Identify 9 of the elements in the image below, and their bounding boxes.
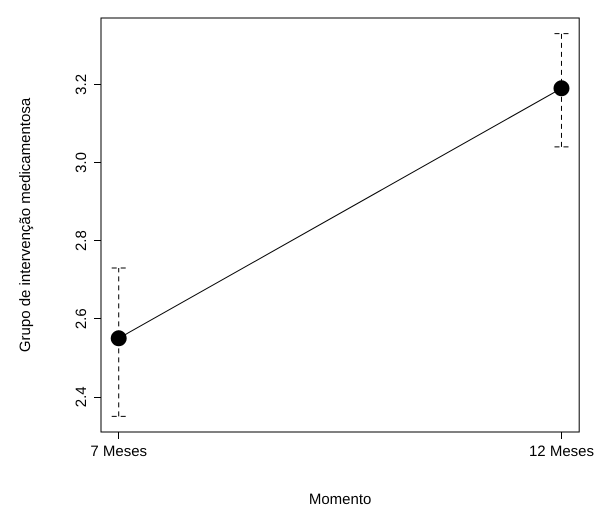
y-tick-label: 2.8 — [73, 230, 90, 252]
y-tick-label: 2.6 — [73, 308, 90, 330]
y-tick-label: 2.4 — [73, 386, 90, 408]
y-tick-label: 3.0 — [73, 152, 90, 173]
y-tick-label: 3.2 — [73, 74, 90, 95]
x-tick-label: 7 Meses — [90, 443, 148, 460]
x-tick-label: 12 Meses — [528, 443, 594, 460]
y-axis-title: Grupo de intervenção medicamentosa — [17, 97, 34, 352]
x-axis-title: Momento — [308, 491, 372, 508]
